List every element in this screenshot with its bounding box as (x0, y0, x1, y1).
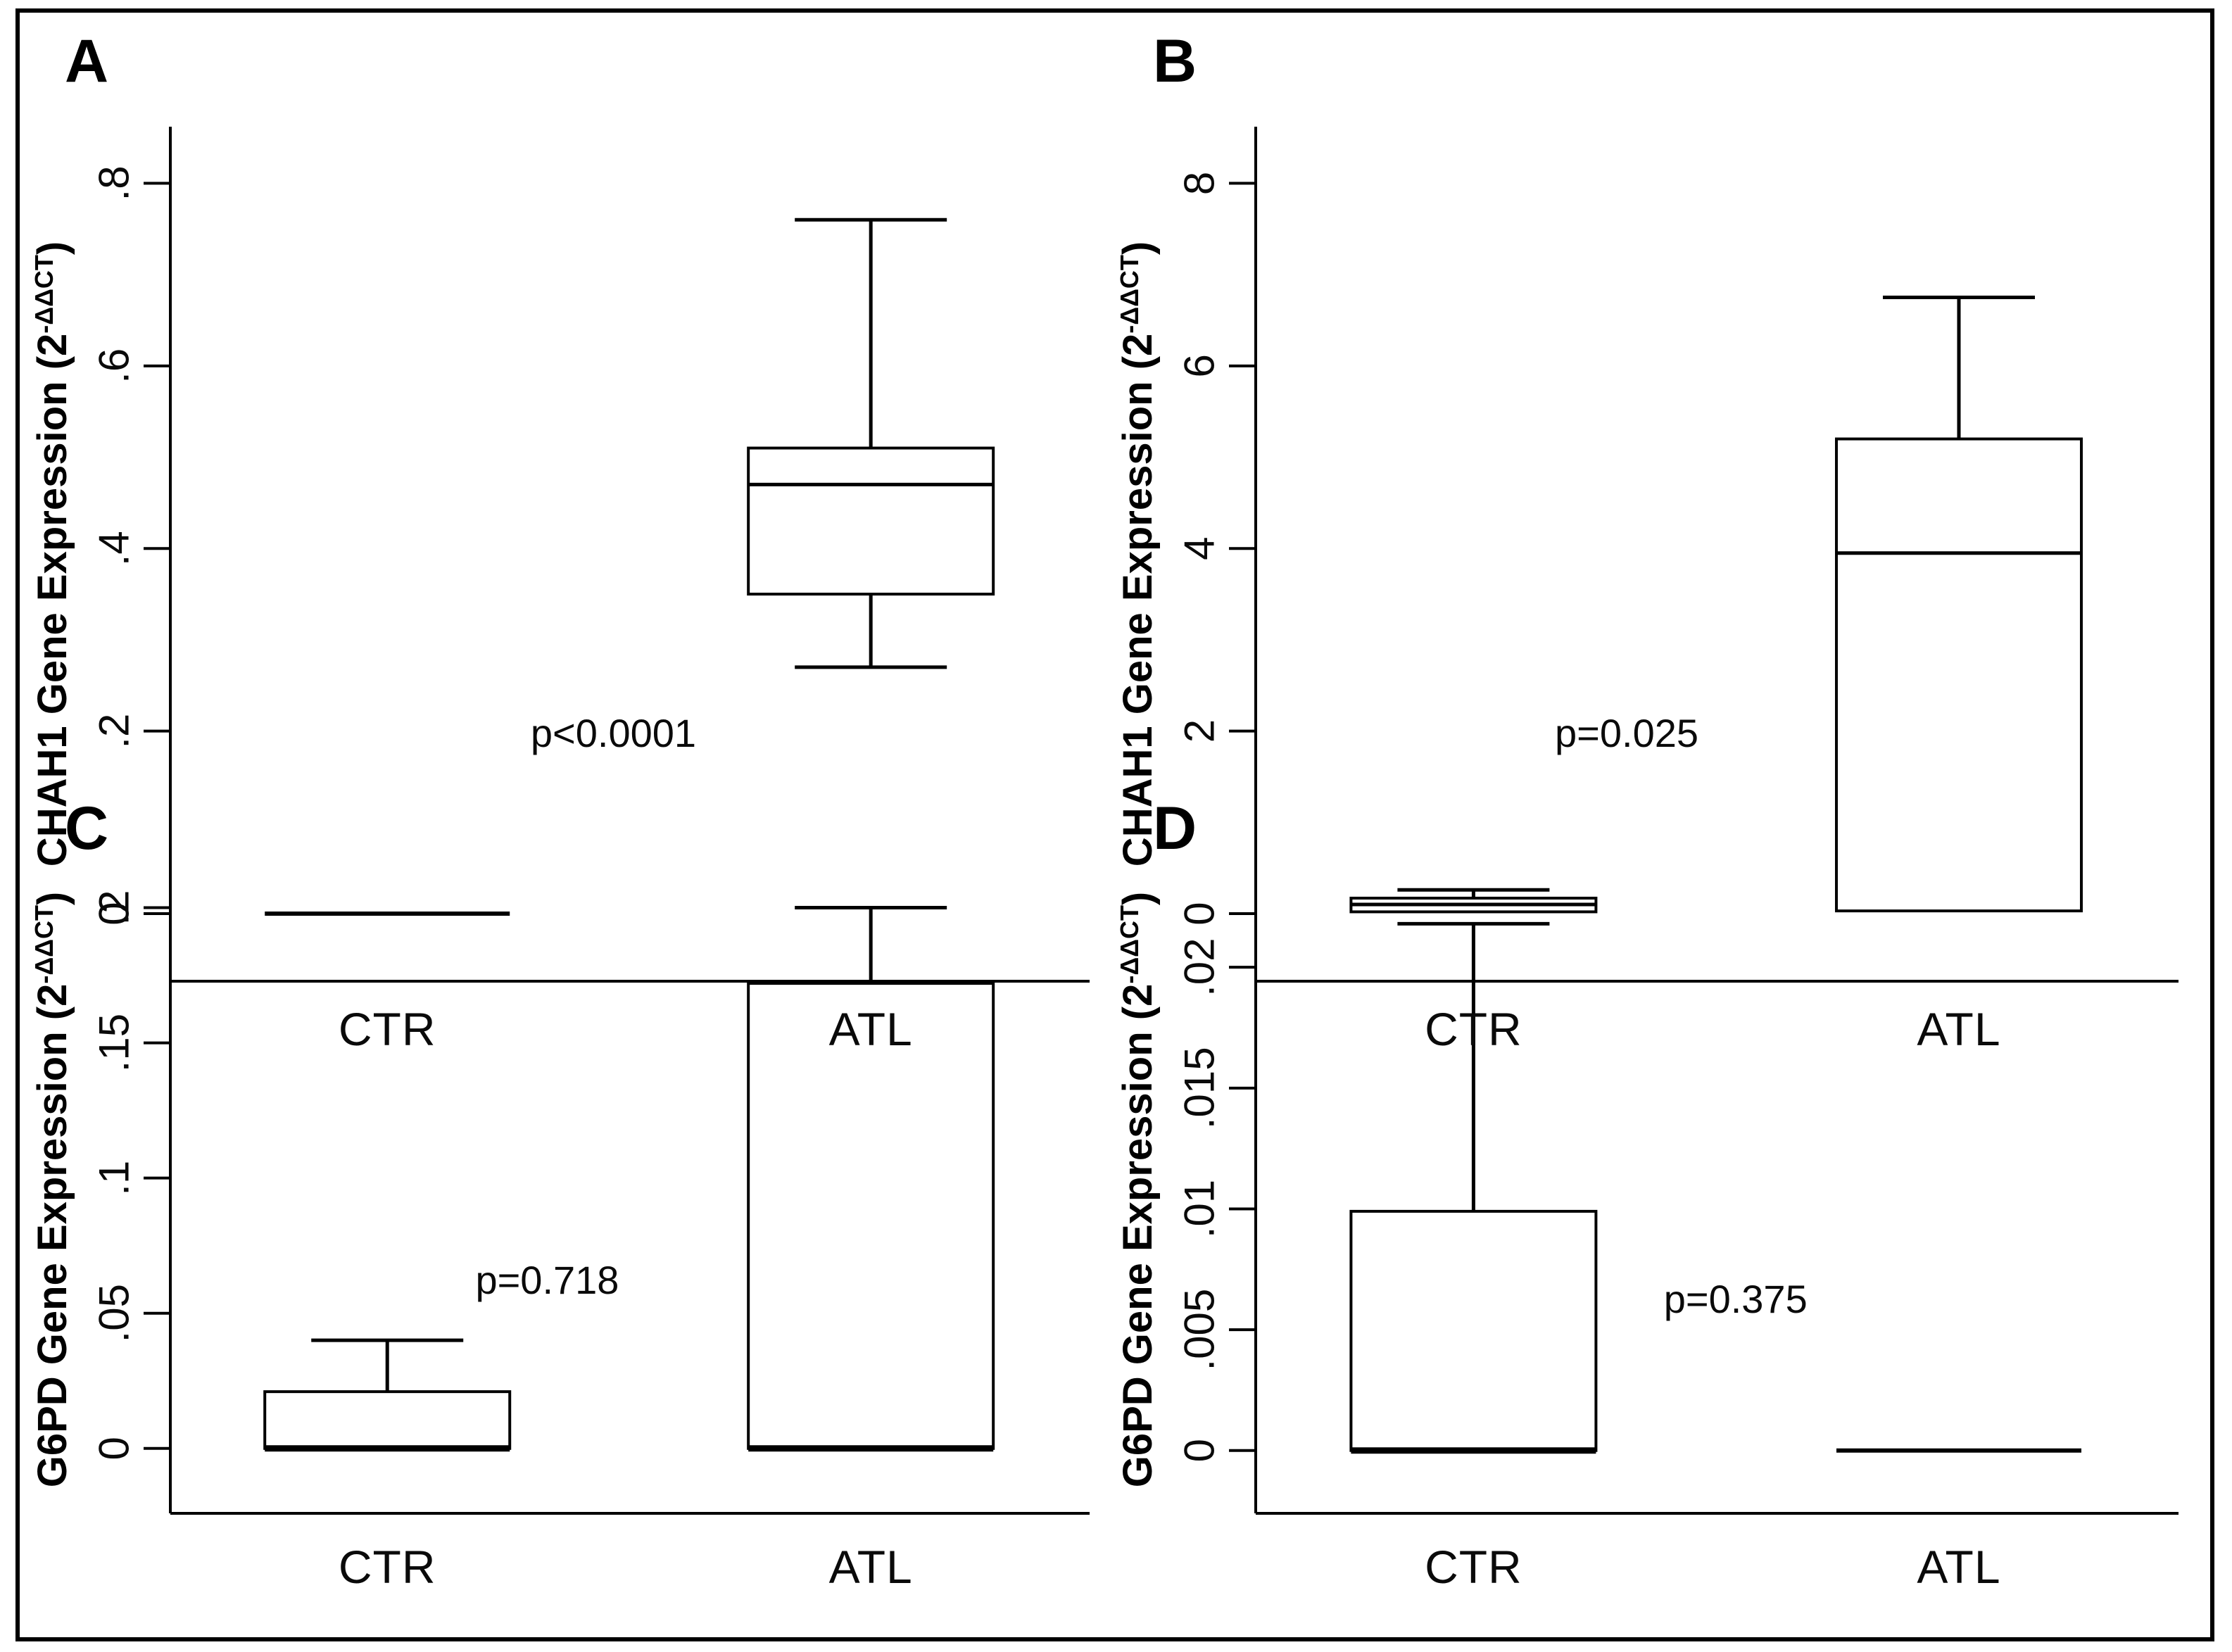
panel-c-letter: C (65, 795, 109, 862)
y-title-superscript: -ΔΔCT (30, 905, 59, 984)
y-tick-label: .15 (91, 1014, 138, 1072)
panel-d-category-atl: ATL (1917, 1541, 2001, 1593)
y-tick-label: .1 (91, 1161, 138, 1196)
panel-d-category-ctr: CTR (1425, 1541, 1522, 1593)
panel-b-category-ctr: CTR (1425, 1003, 1522, 1055)
panel-c-category-ctr: CTR (338, 1541, 436, 1593)
y-title-text: CHAH1 Gene Expression (2 (30, 333, 75, 867)
y-tick-label: .6 (91, 348, 138, 384)
y-tick-label: 2 (1176, 719, 1223, 743)
panel-d-letter: D (1153, 795, 1197, 862)
y-tick-label: .02 (1176, 938, 1223, 996)
y-title-superscript: -ΔΔCT (30, 255, 59, 334)
y-title-close: ) (30, 891, 75, 906)
iqr-box (747, 982, 995, 1450)
y-tick-label: .005 (1176, 1289, 1223, 1371)
y-tick-label: 6 (1176, 354, 1223, 377)
panel-d-y-axis-title: G6PD Gene Expression (2-ΔΔCT) (1115, 891, 1161, 1488)
y-tick-label: .8 (91, 165, 138, 201)
iqr-box (263, 1390, 512, 1450)
panel-a-category-atl: ATL (828, 1003, 913, 1055)
panel-b-y-axis-title: CHAH1 Gene Expression (2-ΔΔCT) (1115, 241, 1161, 867)
y-tick-label: .4 (91, 531, 138, 566)
panel-d-p-value: p=0.375 (1663, 1277, 1808, 1322)
panel-c-category-atl: ATL (828, 1541, 913, 1593)
y-title-text: G6PD Gene Expression (2 (30, 983, 75, 1488)
y-tick-label: 0 (91, 1437, 138, 1460)
iqr-box (747, 446, 995, 596)
iqr-box (1349, 1209, 1598, 1452)
panel-b-letter: B (1153, 27, 1197, 95)
y-tick-label: 4 (1176, 537, 1223, 560)
y-tick-label: .2 (91, 890, 138, 926)
y-tick-label: .05 (91, 1284, 138, 1342)
y-tick-label: .01 (1176, 1180, 1223, 1238)
panel-b-category-atl: ATL (1917, 1003, 2001, 1055)
panel-a-category-ctr: CTR (338, 1003, 436, 1055)
panel-a-letter: A (65, 27, 109, 95)
y-tick-label: .015 (1176, 1047, 1223, 1129)
y-tick-label: 0 (91, 902, 138, 925)
panel-c-y-axis-title: G6PD Gene Expression (2-ΔΔCT) (30, 891, 75, 1488)
y-title-close: ) (1115, 891, 1161, 906)
panel-c-p-value: p=0.718 (475, 1257, 619, 1302)
y-title-close: ) (1115, 241, 1161, 256)
y-title-text: G6PD Gene Expression (2 (1115, 983, 1161, 1488)
panel-a-y-axis-title: CHAH1 Gene Expression (2-ΔΔCT) (30, 241, 75, 867)
y-tick-label: 0 (1176, 902, 1223, 925)
y-tick-label: .2 (91, 714, 138, 749)
y-title-text: CHAH1 Gene Expression (2 (1115, 333, 1161, 867)
y-tick-label: 8 (1176, 172, 1223, 195)
y-title-superscript: -ΔΔCT (1115, 905, 1145, 984)
y-tick-label: 0 (1176, 1439, 1223, 1462)
y-title-close: ) (30, 241, 75, 256)
panel-b-p-value: p=0.025 (1555, 710, 1699, 755)
y-title-superscript: -ΔΔCT (1115, 255, 1145, 334)
panel-a-p-value: p<0.0001 (530, 710, 697, 755)
iqr-box (1834, 437, 2083, 913)
